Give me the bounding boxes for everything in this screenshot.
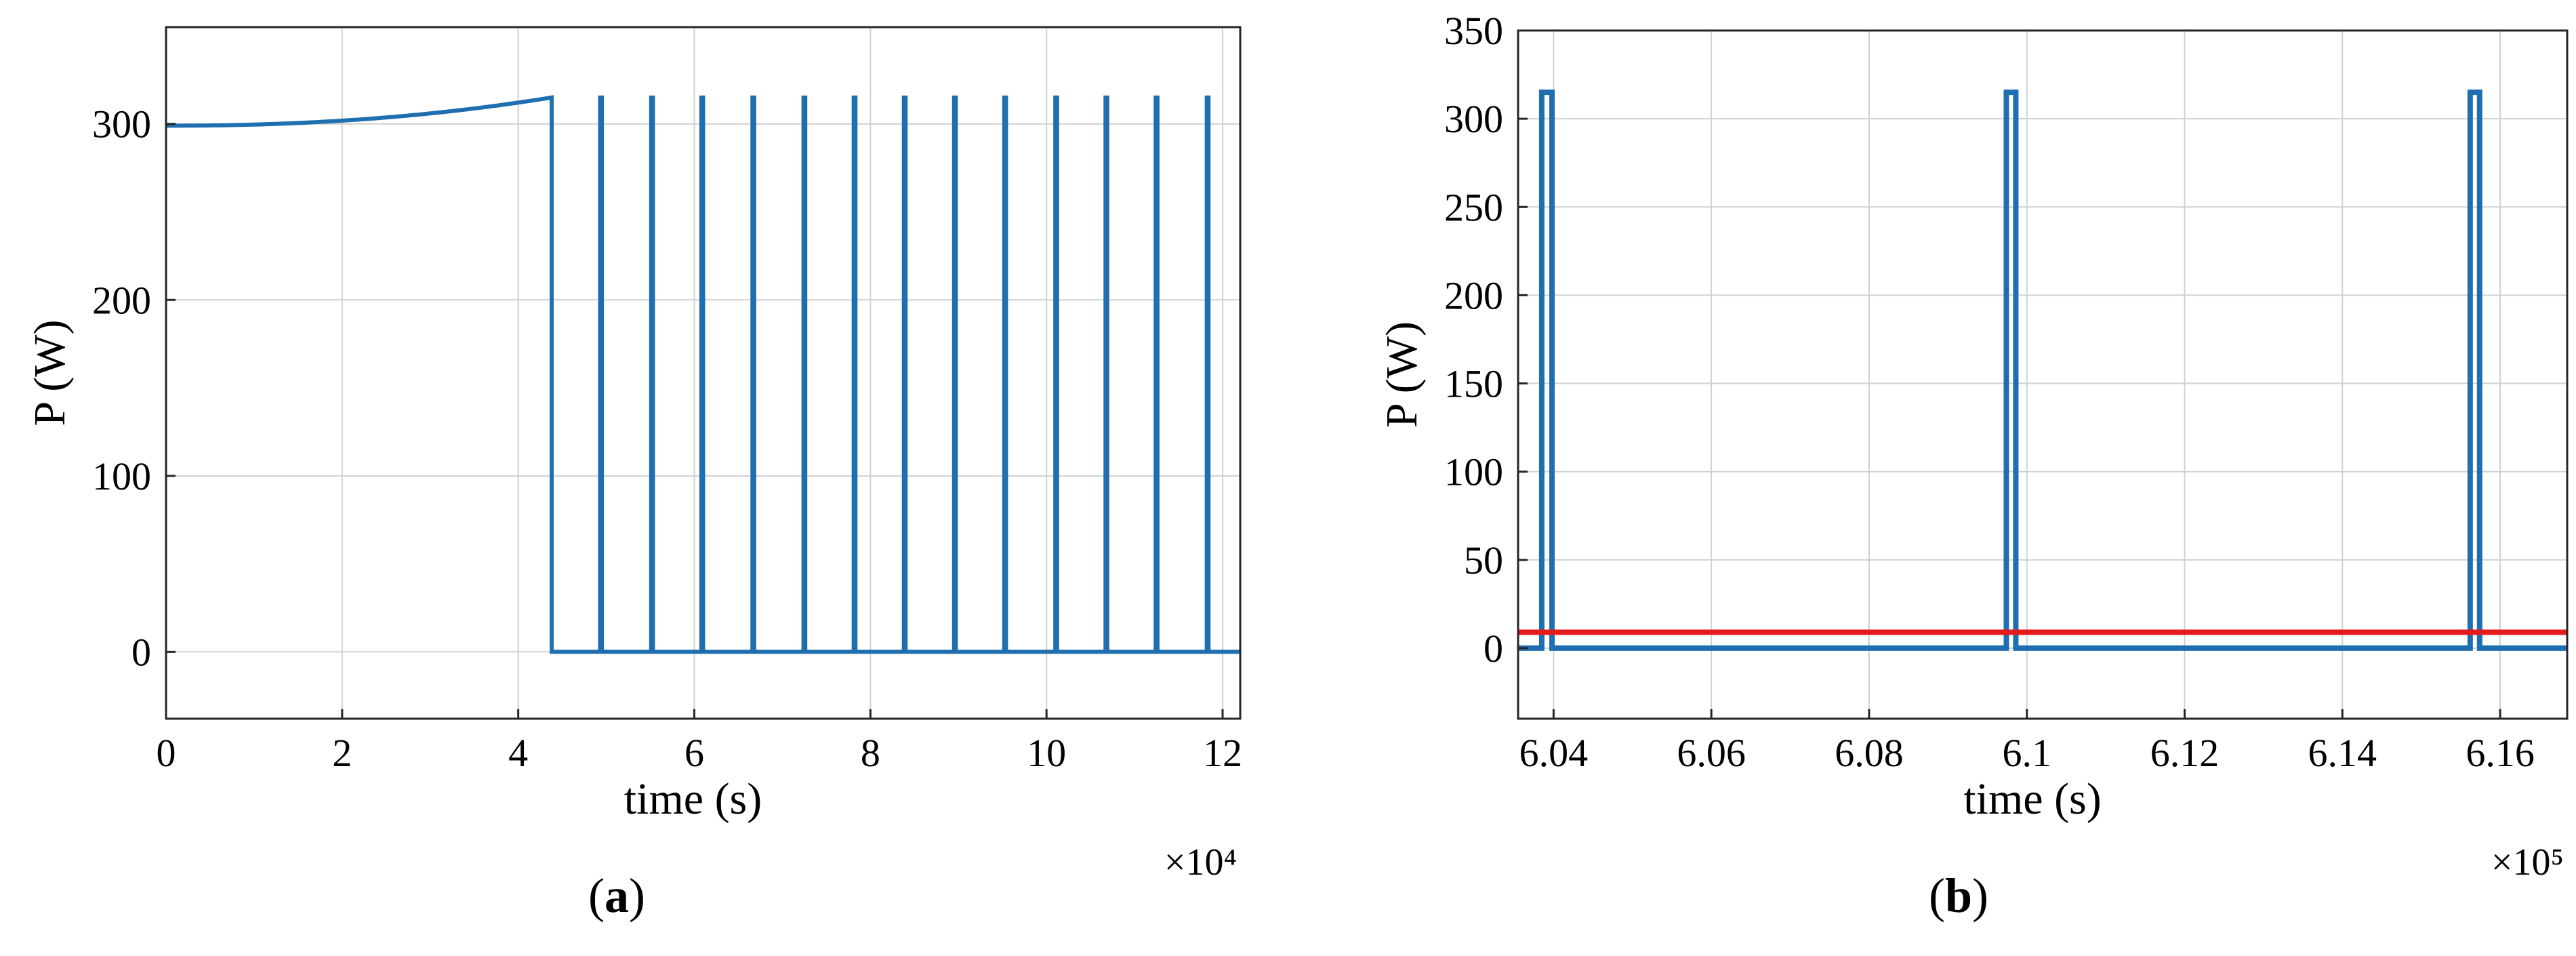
y-tick-label: 300 bbox=[1444, 97, 1503, 141]
x-tick-label: 6 bbox=[684, 731, 704, 775]
x-tick-label: 6.14 bbox=[2308, 731, 2377, 775]
y-tick-label: 0 bbox=[1484, 626, 1503, 671]
x-exponent-label: ×10⁴ bbox=[1164, 841, 1237, 883]
y-tick-label: 100 bbox=[92, 454, 151, 498]
x-tick-label: 2 bbox=[332, 731, 352, 775]
x-tick-label: 6.08 bbox=[1835, 731, 1904, 775]
x-tick-label: 0 bbox=[157, 731, 176, 775]
y-tick-label: 0 bbox=[131, 630, 151, 674]
x-exponent-label: ×10⁵ bbox=[2491, 841, 2564, 883]
x-tick-label: 6.04 bbox=[1519, 731, 1589, 775]
caption-b: (b) bbox=[1928, 869, 1988, 923]
y-axis-label: P (W) bbox=[1377, 321, 1427, 428]
x-tick-label: 4 bbox=[508, 731, 528, 775]
x-tick-label: 12 bbox=[1203, 731, 1242, 775]
caption-a: (a) bbox=[588, 869, 645, 923]
chart-panel-a: 0 2 4 6 8 10 12 0 100 200 300 time (s) P (W) ×10⁴ bbox=[25, 26, 1242, 883]
x-axis-label: time (s) bbox=[1963, 774, 2101, 824]
chart-a-svg: 0 2 4 6 8 10 12 0 100 200 300 time (s) P (W) ×10⁴ bbox=[25, 26, 1242, 883]
axes-frame bbox=[165, 26, 1242, 720]
y-tick-label: 50 bbox=[1464, 538, 1503, 582]
x-tick-label: 6.1 bbox=[2002, 731, 2051, 775]
x-tick-label: 6.06 bbox=[1677, 731, 1746, 775]
tick-labels: 0 2 4 6 8 10 12 0 100 200 300 bbox=[92, 102, 1242, 775]
chart-panel-b: 6.04 6.06 6.08 6.1 6.12 6.14 6.16 0 50 100 150 200 2… bbox=[1288, 0, 2576, 956]
y-tick-label: 150 bbox=[1444, 362, 1503, 406]
grid-lines bbox=[1518, 30, 2567, 719]
x-tick-label: 6.16 bbox=[2466, 731, 2535, 775]
series-line-power bbox=[165, 95, 1240, 654]
series-group bbox=[1518, 89, 2567, 651]
y-tick-label: 100 bbox=[1444, 450, 1503, 494]
tick-labels: 6.04 6.06 6.08 6.1 6.12 6.14 6.16 0 50 100 150 200 2… bbox=[1444, 9, 2535, 775]
x-tick-label: 6.12 bbox=[2150, 731, 2220, 775]
x-tick-label: 10 bbox=[1027, 731, 1066, 775]
chart-b-svg: 6.04 6.06 6.08 6.1 6.12 6.14 6.16 0 50 100 150 200 2… bbox=[1377, 9, 2569, 883]
series-group bbox=[165, 95, 1240, 654]
y-tick-label: 350 bbox=[1444, 9, 1503, 53]
y-tick-label: 300 bbox=[92, 102, 151, 146]
y-axis-label: P (W) bbox=[25, 319, 75, 426]
y-tick-label: 200 bbox=[1444, 273, 1503, 317]
y-tick-label: 250 bbox=[1444, 185, 1503, 229]
y-tick-label: 200 bbox=[92, 278, 151, 322]
x-tick-label: 8 bbox=[861, 731, 880, 775]
x-axis-label: time (s) bbox=[624, 774, 762, 824]
axes-frame bbox=[1517, 29, 2569, 720]
series-line-power bbox=[1518, 89, 2567, 651]
